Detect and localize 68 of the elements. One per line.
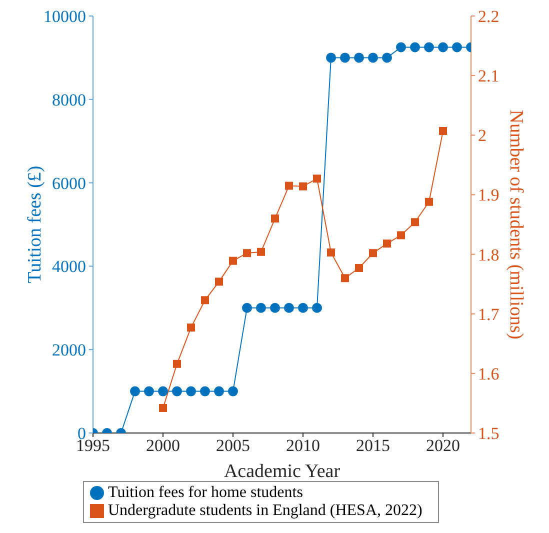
point — [298, 302, 308, 313]
point — [186, 386, 196, 396]
point — [397, 231, 405, 240]
point — [396, 42, 406, 52]
x-tick-label: 2000 — [146, 436, 180, 456]
x-tick-label: 2010 — [286, 436, 320, 456]
point — [144, 386, 154, 396]
legend-label: Tuition fees for home students — [108, 484, 303, 501]
point — [410, 42, 420, 52]
point — [200, 386, 210, 396]
point — [271, 214, 279, 223]
point — [243, 249, 251, 258]
point — [158, 386, 168, 396]
y-axis-title: Tuition fees (£) — [24, 166, 46, 284]
y2-tick-label: 2.1 — [478, 66, 500, 86]
point — [368, 52, 378, 63]
x-tick-label: 2005 — [216, 436, 250, 456]
y-tick-label: 10000 — [44, 7, 86, 26]
point — [411, 218, 419, 226]
point — [312, 302, 322, 313]
point — [229, 256, 237, 265]
point — [439, 126, 447, 135]
point — [313, 174, 321, 183]
point — [341, 274, 349, 282]
point — [340, 52, 350, 63]
y2-tick-label: 1.8 — [478, 245, 500, 264]
point — [173, 360, 181, 368]
y2-tick-label: 1.6 — [478, 364, 500, 384]
y2-axis-title: Number of students (millions) — [505, 110, 526, 340]
point — [424, 42, 434, 52]
legend-label: Undergradute students in England (HESA, 2022) — [108, 502, 422, 519]
y2-tick-label: 2 — [478, 126, 486, 146]
point — [130, 386, 140, 396]
point — [327, 248, 335, 256]
point — [354, 52, 364, 63]
point — [172, 386, 182, 396]
point — [159, 404, 167, 412]
point — [256, 302, 266, 313]
x-tick-label: 2020 — [426, 436, 460, 456]
y-tick-label: 8000 — [52, 90, 86, 110]
y-tick-label: 4000 — [52, 257, 86, 276]
y-tick-label: 2000 — [52, 340, 86, 360]
point — [355, 264, 363, 272]
y2-tick-label: 1.7 — [478, 304, 500, 324]
point — [299, 182, 307, 190]
point — [438, 42, 448, 52]
point — [201, 296, 209, 304]
point — [452, 42, 462, 52]
y2-tick-label: 1.5 — [478, 424, 500, 444]
y2-tick-label: 1.9 — [478, 186, 500, 205]
x-axis-title: Academic Year — [224, 461, 341, 482]
point — [270, 302, 280, 313]
point — [257, 248, 265, 256]
point — [228, 386, 238, 396]
point — [214, 386, 224, 396]
point — [382, 52, 392, 63]
point — [383, 240, 391, 248]
point — [425, 198, 433, 206]
point — [326, 52, 336, 63]
y-tick-label: 6000 — [52, 174, 86, 193]
point — [284, 302, 294, 313]
y2-tick-label: 2.2 — [478, 7, 500, 26]
point — [215, 278, 223, 286]
point — [242, 302, 252, 313]
x-tick-label: 2015 — [356, 436, 390, 456]
point — [369, 249, 377, 258]
point — [285, 182, 293, 190]
point — [187, 324, 195, 332]
